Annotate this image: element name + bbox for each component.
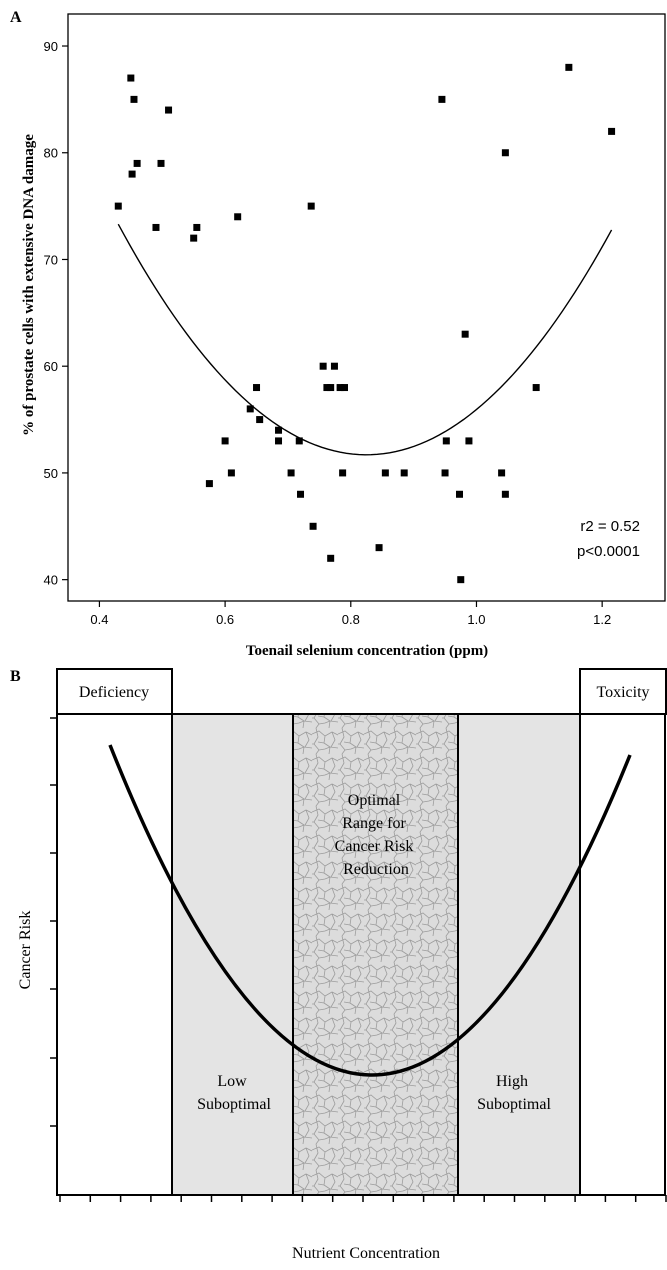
panel-b-y-axis-label: Cancer Risk xyxy=(17,911,34,990)
panel-a-x-axis-label: Toenail selenium concentration (ppm) xyxy=(246,643,488,659)
data-point xyxy=(221,437,229,445)
data-point xyxy=(341,384,349,392)
panel-b-label: B xyxy=(10,668,21,685)
data-point xyxy=(339,469,347,477)
risk-curve xyxy=(108,744,632,1077)
panel-b-x-axis-label: Nutrient Concentration xyxy=(292,1245,440,1262)
panel-b-diagram: Deficiency Toxicity Optimal Range for Ca… xyxy=(50,668,667,1202)
data-point xyxy=(127,74,135,82)
data-point xyxy=(165,106,173,114)
data-point xyxy=(501,490,509,498)
deficiency-box xyxy=(56,668,173,715)
data-point xyxy=(608,127,616,135)
data-point xyxy=(336,384,344,392)
data-point xyxy=(246,405,254,413)
panel-a-y-axis-label: % of prostate cells with extensive DNA d… xyxy=(21,134,37,436)
data-point xyxy=(327,554,335,562)
data-point xyxy=(307,202,315,210)
y-tick-label: 60 xyxy=(44,359,58,374)
y-tick-label: 80 xyxy=(44,146,58,161)
data-point xyxy=(323,384,331,392)
data-point xyxy=(565,63,573,71)
low-suboptimal-label: Low Suboptimal xyxy=(197,1073,271,1113)
data-point xyxy=(319,362,327,370)
deficiency-label: Deficiency xyxy=(79,684,149,701)
y-tick-label: 90 xyxy=(44,39,58,54)
data-point xyxy=(532,384,540,392)
data-point xyxy=(205,480,213,488)
low-suboptimal-region xyxy=(172,714,293,1195)
data-point xyxy=(275,437,283,445)
data-point xyxy=(133,159,141,167)
data-point xyxy=(442,437,450,445)
data-point xyxy=(327,384,335,392)
data-point xyxy=(457,576,465,584)
y-tick-label: 50 xyxy=(44,466,58,481)
data-point xyxy=(190,234,198,242)
data-point xyxy=(441,469,449,477)
data-point xyxy=(256,416,264,424)
x-tick-label: 1.0 xyxy=(467,612,485,627)
data-point xyxy=(309,522,317,530)
data-point xyxy=(297,490,305,498)
data-point xyxy=(461,330,469,338)
fit-curve xyxy=(117,223,613,456)
data-point xyxy=(275,426,283,434)
data-point xyxy=(114,202,122,210)
data-point xyxy=(234,213,242,221)
data-point xyxy=(498,469,506,477)
data-point xyxy=(501,149,509,157)
data-point xyxy=(287,469,295,477)
panel-a-label: A xyxy=(10,9,22,26)
p-value-annotation: p<0.0001 xyxy=(577,543,640,560)
data-point xyxy=(465,437,473,445)
data-point xyxy=(152,223,160,231)
data-point xyxy=(227,469,235,477)
panel-a-chart: 40 50 60 70 80 90 0.4 0.6 0.8 1.0 1.2 xyxy=(44,13,666,627)
data-point xyxy=(253,384,261,392)
data-point xyxy=(128,170,136,178)
data-point xyxy=(295,437,303,445)
y-tick-label: 70 xyxy=(44,252,58,267)
y-tick-label: 40 xyxy=(44,573,58,588)
data-point xyxy=(381,469,389,477)
r-squared-annotation: r2 = 0.52 xyxy=(580,518,640,535)
data-point xyxy=(400,469,408,477)
x-tick-label: 0.8 xyxy=(342,612,360,627)
optimal-range-label: Optimal Range for Cancer Risk Reduction xyxy=(335,792,418,878)
panel-a-frame xyxy=(67,13,666,602)
data-point xyxy=(330,362,338,370)
data-point xyxy=(193,223,201,231)
data-point xyxy=(157,159,165,167)
high-suboptimal-region xyxy=(458,714,580,1195)
data-point xyxy=(375,544,383,552)
optimal-range-region xyxy=(293,714,458,1195)
data-point xyxy=(456,490,464,498)
high-suboptimal-label: High Suboptimal xyxy=(477,1073,551,1113)
x-tick-label: 1.2 xyxy=(593,612,611,627)
toxicity-label: Toxicity xyxy=(596,684,649,701)
data-point xyxy=(130,95,138,103)
x-tick-label: 0.6 xyxy=(216,612,234,627)
data-point xyxy=(438,95,446,103)
x-tick-label: 0.4 xyxy=(90,612,108,627)
